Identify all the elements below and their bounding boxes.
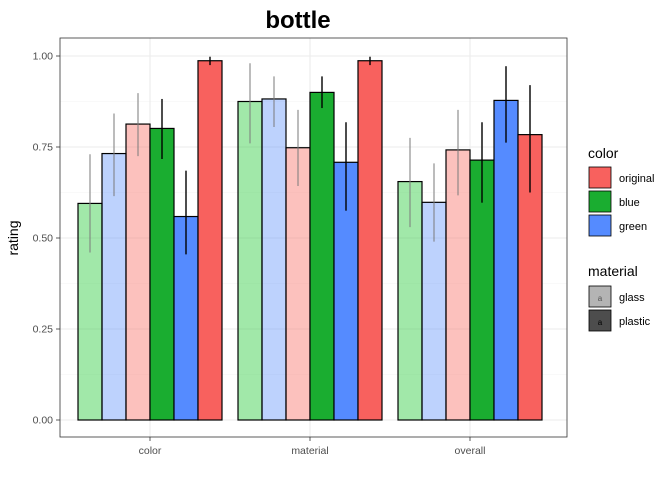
bar-material-original-plastic	[357, 60, 383, 421]
legend-label-plastic: plastic	[619, 316, 651, 328]
bar-material-original-glass	[285, 147, 311, 421]
bars-layer	[77, 60, 543, 421]
legend-key-original	[588, 166, 612, 189]
y-tick-label: 0.75	[33, 142, 54, 154]
bar-color-original-glass	[125, 123, 151, 421]
legend-label-blue: blue	[619, 197, 640, 209]
legend-color: color original blue green	[588, 145, 654, 237]
error-bars-layer	[89, 56, 531, 255]
legend-key-glass	[588, 285, 612, 308]
bar-material-green-glass	[237, 100, 263, 421]
legend-key-glass-glyph: a	[598, 294, 603, 303]
legend-label-glass: glass	[619, 292, 645, 304]
legend-material-title: material	[588, 263, 638, 279]
legend-key-plastic-glyph: a	[598, 318, 603, 327]
legend-label-original: original	[619, 173, 654, 185]
y-axis-ticks: 0.00 0.25 0.50 0.75 1.00	[33, 51, 60, 427]
y-tick-label: 1.00	[33, 51, 54, 63]
y-tick-label: 0.50	[33, 233, 54, 245]
x-tick-label-overall: overall	[455, 445, 486, 457]
bar-material-blue-glass	[261, 98, 287, 421]
plot-panel-border	[59, 37, 568, 438]
x-tick-label-material: material	[291, 445, 328, 457]
bar-overall-blue-plastic	[493, 99, 519, 421]
legend-key-green	[588, 214, 612, 237]
legend-key-blue	[588, 190, 612, 213]
y-axis-label: rating	[5, 220, 21, 255]
legend-key-plastic	[588, 309, 612, 332]
x-axis-ticks: color material overall	[139, 437, 486, 457]
y-tick-label: 0.00	[33, 415, 54, 427]
legend-color-title: color	[588, 145, 619, 161]
bar-color-green-plastic	[149, 127, 175, 421]
bar-material-green-plastic	[309, 91, 335, 421]
y-tick-label: 0.25	[33, 324, 54, 336]
x-tick-label-color: color	[139, 445, 162, 457]
legend-label-green: green	[619, 221, 647, 233]
bar-color-original-plastic	[197, 60, 223, 421]
chart-title: bottle	[265, 7, 330, 34]
legend-material: material a glass a plastic	[588, 263, 651, 332]
